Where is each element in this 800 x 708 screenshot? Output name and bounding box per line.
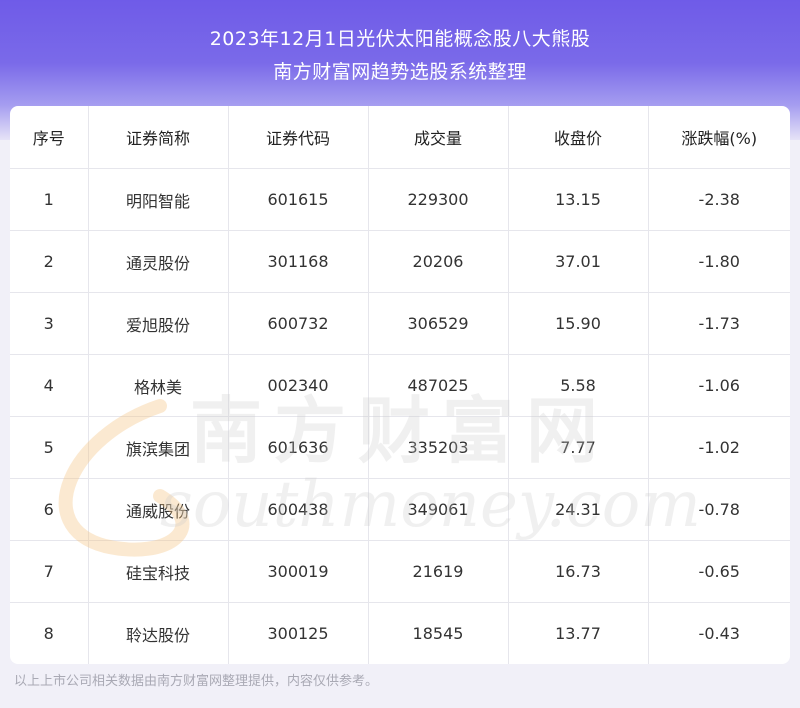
cell-index: 2: [10, 230, 89, 293]
cell-name: 聆达股份: [88, 602, 229, 664]
cell-change: -2.38: [648, 168, 790, 231]
table-row: 8 聆达股份 300125 18545 13.77 -0.43: [10, 602, 790, 664]
col-header-code: 证券代码: [228, 106, 369, 169]
cell-code: 600732: [228, 292, 369, 355]
table-row: 4 格林美 002340 487025 5.58 -1.06: [10, 354, 790, 417]
cell-close: 7.77: [508, 416, 649, 479]
page-title: 2023年12月1日光伏太阳能概念股八大熊股: [209, 28, 591, 50]
cell-index: 3: [10, 292, 89, 355]
cell-change: -1.80: [648, 230, 790, 293]
cell-close: 15.90: [508, 292, 649, 355]
stock-table: 序号 证券简称 证券代码 成交量 收盘价 涨跌幅(%) 1 明阳智能 60161…: [10, 106, 790, 664]
cell-name: 通威股份: [88, 478, 229, 541]
footer-disclaimer: 以上上市公司相关数据由南方财富网整理提供，内容仅供参考。: [14, 674, 379, 689]
cell-volume: 335203: [368, 416, 509, 479]
cell-volume: 20206: [368, 230, 509, 293]
cell-code: 301168: [228, 230, 369, 293]
cell-name: 旗滨集团: [88, 416, 229, 479]
data-table-card: 序号 证券简称 证券代码 成交量 收盘价 涨跌幅(%) 1 明阳智能 60161…: [10, 106, 790, 664]
cell-code: 300125: [228, 602, 369, 664]
cell-index: 5: [10, 416, 89, 479]
cell-code: 300019: [228, 540, 369, 603]
cell-close: 5.58: [508, 354, 649, 417]
table-row: 3 爱旭股份 600732 306529 15.90 -1.73: [10, 292, 790, 355]
col-header-change: 涨跌幅(%): [648, 106, 790, 169]
cell-index: 8: [10, 602, 89, 664]
table-header-row: 序号 证券简称 证券代码 成交量 收盘价 涨跌幅(%): [10, 106, 790, 169]
table-row: 6 通威股份 600438 349061 24.31 -0.78: [10, 478, 790, 541]
cell-volume: 229300: [368, 168, 509, 231]
cell-change: -1.06: [648, 354, 790, 417]
cell-close: 16.73: [508, 540, 649, 603]
cell-name: 明阳智能: [88, 168, 229, 231]
cell-close: 13.77: [508, 602, 649, 664]
cell-volume: 21619: [368, 540, 509, 603]
cell-index: 6: [10, 478, 89, 541]
col-header-volume: 成交量: [368, 106, 509, 169]
cell-change: -1.02: [648, 416, 790, 479]
cell-code: 002340: [228, 354, 369, 417]
cell-code: 600438: [228, 478, 369, 541]
cell-volume: 306529: [368, 292, 509, 355]
cell-name: 爱旭股份: [88, 292, 229, 355]
cell-code: 601636: [228, 416, 369, 479]
cell-code: 601615: [228, 168, 369, 231]
cell-volume: 349061: [368, 478, 509, 541]
cell-change: -0.78: [648, 478, 790, 541]
cell-name: 硅宝科技: [88, 540, 229, 603]
table-row: 2 通灵股份 301168 20206 37.01 -1.80: [10, 230, 790, 293]
cell-volume: 487025: [368, 354, 509, 417]
page-subtitle: 南方财富网趋势选股系统整理: [273, 61, 527, 83]
table-row: 5 旗滨集团 601636 335203 7.77 -1.02: [10, 416, 790, 479]
cell-index: 7: [10, 540, 89, 603]
cell-name: 格林美: [88, 354, 229, 417]
col-header-name: 证券简称: [88, 106, 229, 169]
cell-change: -0.43: [698, 624, 740, 643]
cell-index: 4: [10, 354, 89, 417]
table-row: 7 硅宝科技 300019 21619 16.73 -0.65: [10, 540, 790, 603]
cell-index: 1: [10, 168, 89, 231]
cell-close: 13.15: [508, 168, 649, 231]
cell-close: 37.01: [508, 230, 649, 293]
cell-change: -0.65: [648, 540, 790, 603]
cell-name: 通灵股份: [88, 230, 229, 293]
cell-change: -1.73: [648, 292, 790, 355]
col-header-close: 收盘价: [508, 106, 649, 169]
cell-volume: 18545: [368, 602, 509, 664]
table-row: 1 明阳智能 601615 229300 13.15 -2.38: [10, 168, 790, 231]
col-header-index: 序号: [10, 106, 89, 169]
cell-close: 24.31: [508, 478, 649, 541]
